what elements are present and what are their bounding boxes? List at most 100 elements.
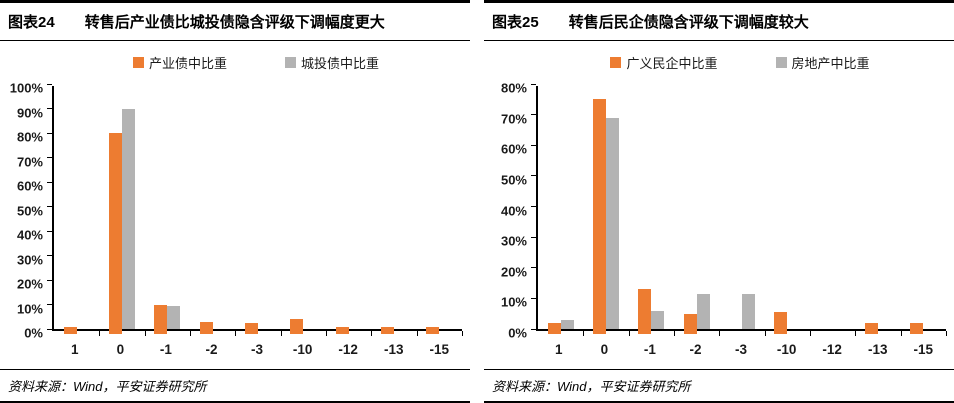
x-tick: [416, 331, 418, 336]
bar: [426, 326, 440, 334]
bar: [167, 305, 181, 329]
y-tick-label: 70%: [500, 111, 527, 127]
bar: [864, 322, 878, 334]
y-tick-label: 0%: [508, 325, 527, 341]
bar-pair: [729, 293, 755, 329]
legend-label: 城投债中比重: [301, 56, 380, 71]
y-tick-label: 30%: [16, 252, 43, 267]
x-axis-labels: 1 0 -1 -2 -3 -10 -12 -13 -15: [536, 342, 946, 357]
x-tick-label: -15: [913, 342, 934, 357]
bar-chart: 广义民企中比重 房地产中比重 0% 10% 20% 30% 40% 50% 60% 70% 80%…: [484, 41, 954, 357]
bar-pair: [380, 326, 407, 334]
bar: [121, 108, 135, 329]
source-note: 资料来源：Wind，平安证券研究所: [0, 369, 470, 403]
bar-group: [628, 86, 674, 336]
bar-chart: 产业债中比重 城投债中比重 0% 10% 20% 30% 40% 50% 60% 70% 80% 9…: [0, 41, 470, 357]
x-tick: [325, 331, 327, 336]
y-tick-label: 20%: [16, 276, 43, 292]
x-tick-label: -1: [159, 342, 172, 357]
figure-25: 图表25 转售后民企债隐含评级下调幅度较大 广义民企中比重 房地产中比重 0% 10…: [484, 0, 954, 403]
x-tick: [99, 331, 101, 336]
bar-pair: [290, 319, 316, 334]
bar-pair: [638, 289, 665, 334]
bar-groups: [538, 86, 946, 336]
bar: [910, 322, 924, 334]
y-tick-label: 40%: [500, 203, 527, 218]
y-tick-label: 100%: [9, 80, 43, 96]
legend-swatch-icon: [610, 57, 622, 68]
x-tick-label: -3: [251, 342, 264, 357]
x-tick: [628, 331, 630, 336]
bar-group: [583, 86, 628, 336]
bar-group: [99, 86, 144, 336]
legend-item: 房地产中比重: [775, 53, 870, 72]
x-tick: [764, 331, 766, 336]
bar: [592, 99, 606, 334]
y-tick-label: 90%: [16, 105, 43, 120]
y-tick: [531, 206, 536, 207]
bar-group: [809, 86, 855, 336]
plot-area: [531, 83, 947, 336]
y-tick: [47, 230, 52, 232]
bar: [199, 321, 213, 334]
y-tick: [47, 328, 52, 330]
x-tick: [280, 331, 282, 336]
x-tick-label: -2: [205, 342, 218, 357]
legend-label: 广义民企中比重: [626, 56, 718, 71]
figure-label: 图表24: [8, 14, 55, 31]
y-tick-label: 50%: [500, 172, 527, 188]
y-axis-labels: 0% 10% 20% 30% 40% 50% 60% 70% 80%: [486, 82, 536, 340]
y-tick-label: 40%: [16, 227, 43, 243]
bar-pair: [154, 304, 181, 334]
x-tick-label: -12: [338, 342, 358, 357]
legend-swatch-icon: [285, 57, 296, 68]
y-tick: [531, 114, 536, 116]
legend-item: 广义民企中比重: [610, 53, 718, 72]
bar-pair: [910, 322, 936, 334]
x-tick: [673, 331, 675, 336]
bar-pair: [63, 326, 90, 334]
bar-group: [371, 86, 416, 336]
bar-group: [673, 86, 719, 336]
x-tick: [235, 331, 237, 336]
bar-group: [764, 86, 810, 336]
bar-pair: [426, 326, 452, 334]
y-tick: [47, 157, 52, 158]
bar-group: [855, 86, 900, 336]
y-tick: [531, 144, 536, 146]
bar: [108, 133, 122, 334]
legend: 产业债中比重 城投债中比重: [50, 53, 462, 72]
bar: [547, 322, 561, 334]
y-tick-label: 60%: [16, 178, 43, 194]
y-tick-label: 80%: [500, 80, 527, 96]
x-tick-label: -3: [735, 342, 748, 357]
y-tick-label: 0%: [24, 325, 43, 341]
y-tick: [531, 267, 536, 269]
source-note: 资料来源：Wind，平安证券研究所: [484, 369, 954, 403]
figure-header: 图表24 转售后产业债比城投债隐含评级下调幅度更大: [0, 0, 470, 41]
y-tick-label: 80%: [16, 129, 43, 145]
bar-group: [280, 86, 326, 336]
x-tick: [144, 331, 146, 336]
y-tick: [47, 255, 52, 256]
y-tick: [531, 297, 536, 299]
x-tick: [462, 331, 463, 336]
bar: [335, 326, 349, 334]
y-tick: [531, 328, 536, 330]
y-tick: [531, 175, 536, 177]
x-tick-label: 0: [600, 342, 609, 357]
bar-group: [189, 86, 235, 336]
y-axis-labels: 0% 10% 20% 30% 40% 50% 60% 70% 80% 90% 100%: [2, 82, 52, 340]
x-tick-label: 1: [71, 342, 79, 357]
bar-group: [54, 86, 99, 334]
y-tick: [531, 83, 536, 85]
x-tick: [809, 331, 811, 336]
bar-group: [144, 86, 190, 336]
x-tick: [189, 331, 191, 336]
x-tick-label: -2: [689, 342, 702, 357]
legend-swatch-icon: [775, 57, 787, 68]
y-tick-label: 70%: [16, 154, 43, 169]
bar: [638, 289, 652, 334]
bar-group: [325, 86, 371, 336]
